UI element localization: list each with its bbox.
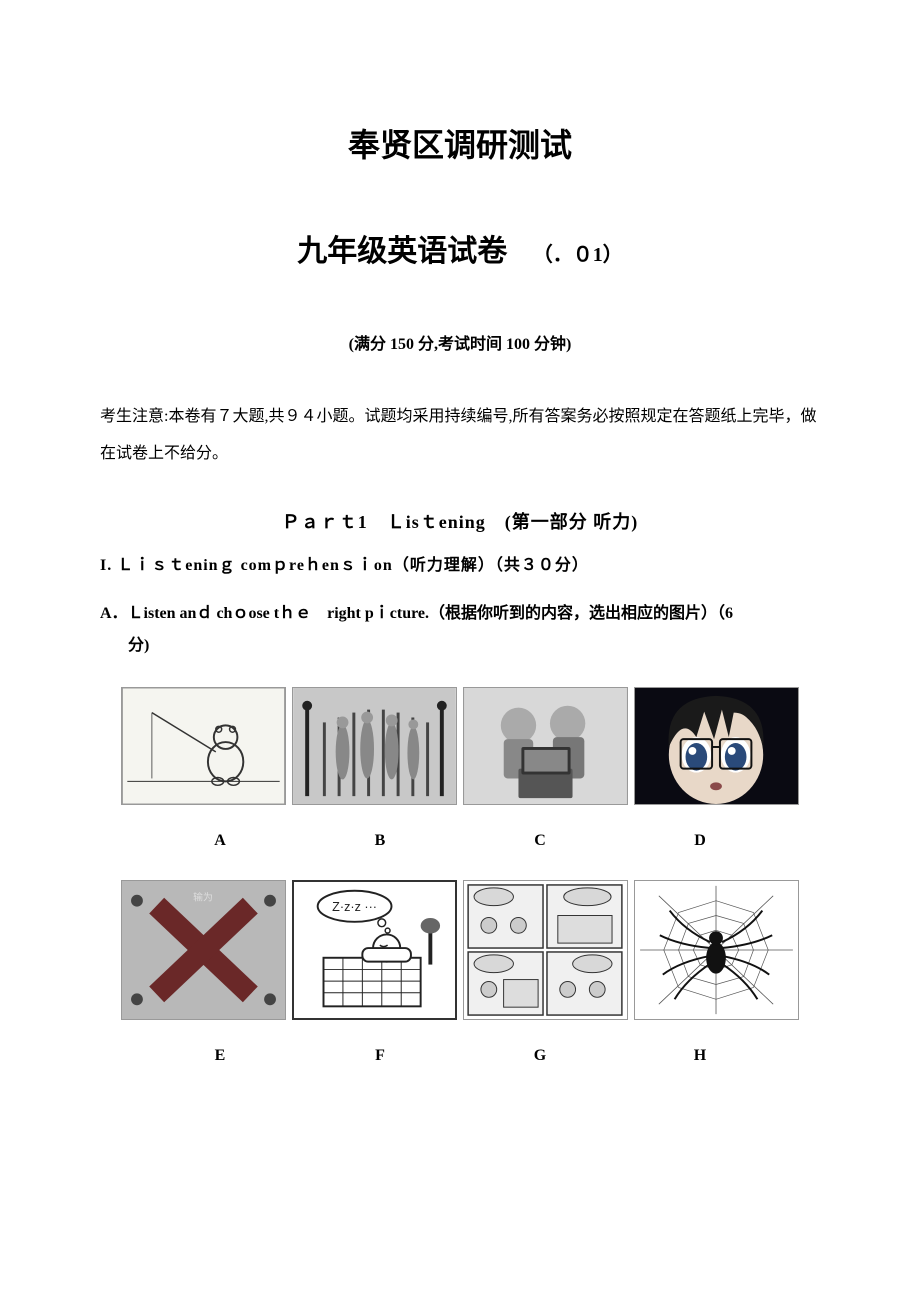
image-cell-e: 输为 bbox=[121, 880, 286, 1020]
subsection-a-line: A．Ｌisten anｄ chｏose tｈｅ right pｉcture.（根… bbox=[100, 598, 820, 662]
image-cell-h bbox=[634, 880, 799, 1020]
label-g: G bbox=[460, 1047, 620, 1065]
section-i-line: I. Ｌｉｓｔeninｇ comｐreｈenｓｉon（听力理解）（共３０分） bbox=[100, 552, 820, 581]
label-e: E bbox=[140, 1047, 300, 1065]
image-row-2: 输为 Z·z·z ··· bbox=[100, 880, 820, 1020]
image-d bbox=[634, 687, 799, 805]
exam-grade-title: 九年级英语试卷 （．０1） bbox=[100, 226, 820, 270]
svg-text:输为: 输为 bbox=[193, 891, 213, 904]
exam-grade-text: 九年级英语试卷 bbox=[297, 235, 507, 268]
image-cell-g bbox=[463, 880, 628, 1020]
image-c bbox=[463, 687, 628, 805]
label-c: C bbox=[460, 832, 620, 850]
image-cell-d bbox=[634, 687, 799, 805]
exam-notice: 考生注意:本卷有７大题,共９４小题。试题均采用持续编号,所有答案务必按照规定在答… bbox=[100, 399, 820, 473]
image-cell-a bbox=[121, 687, 286, 805]
image-b bbox=[292, 687, 457, 805]
label-b: B bbox=[300, 832, 460, 850]
image-row-1 bbox=[100, 687, 820, 805]
label-d: D bbox=[620, 832, 780, 850]
image-cell-b bbox=[292, 687, 457, 805]
subsection-a-text-1: A．Ｌisten anｄ chｏose tｈｅ right pｉcture.（根… bbox=[100, 605, 733, 622]
image-cell-f: Z·z·z ··· bbox=[292, 880, 457, 1020]
label-row-1: A B C D bbox=[100, 817, 820, 880]
exam-district-title: 奉贤区调研测试 bbox=[100, 120, 820, 166]
subsection-a-text-2: 分) bbox=[100, 630, 820, 662]
part-1-title: Ｐａｒｔ1 Ｌisｔening (第一部分 听力) bbox=[100, 508, 820, 534]
image-h bbox=[634, 880, 799, 1020]
image-f: Z·z·z ··· bbox=[292, 880, 457, 1020]
label-a: A bbox=[140, 832, 300, 850]
image-cell-c bbox=[463, 687, 628, 805]
label-f: F bbox=[300, 1047, 460, 1065]
label-h: H bbox=[620, 1047, 780, 1065]
exam-meta: (满分 150 分,考试时间 100 分钟) bbox=[100, 330, 820, 354]
image-g bbox=[463, 880, 628, 1020]
image-e: 输为 bbox=[121, 880, 286, 1020]
image-a bbox=[121, 687, 286, 805]
exam-code: （．０1） bbox=[533, 244, 623, 266]
label-row-2: E F G H bbox=[100, 1032, 820, 1095]
svg-text:Z·z·z ···: Z·z·z ··· bbox=[332, 901, 377, 915]
